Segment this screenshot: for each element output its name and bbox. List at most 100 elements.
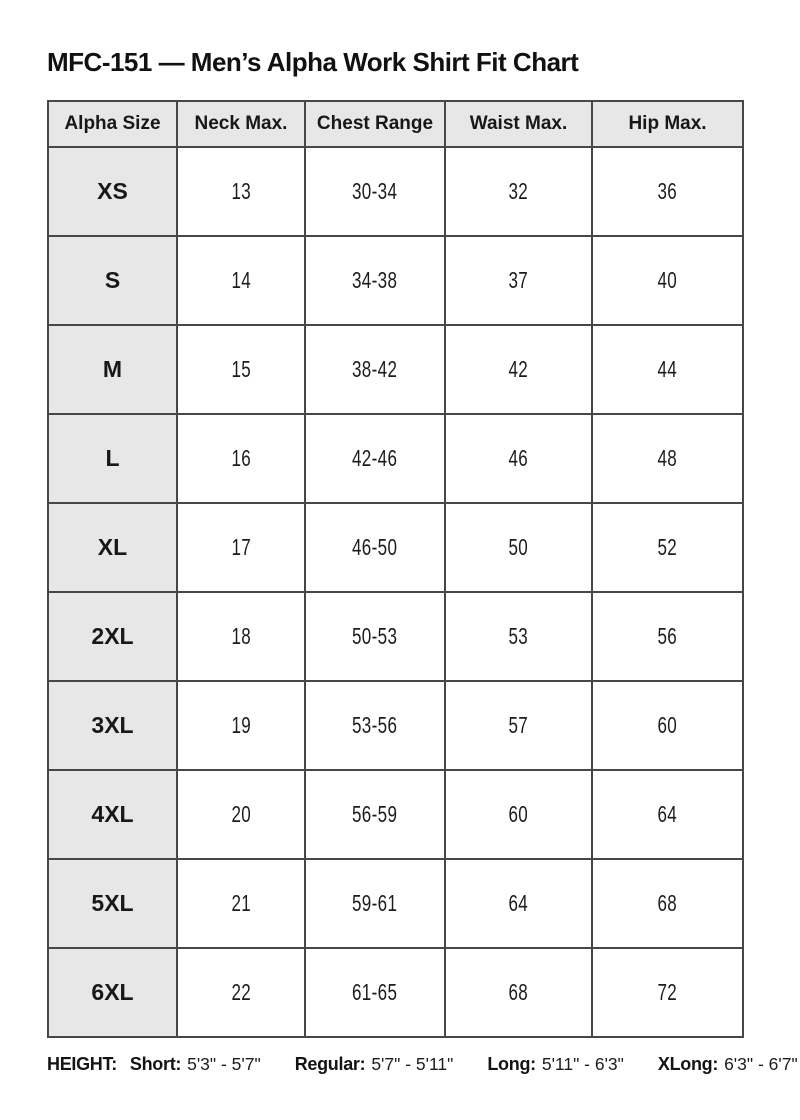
- height-entry-short: Short: 5'3" - 5'7": [130, 1054, 261, 1075]
- chest-cell: 34-38: [304, 235, 446, 327]
- chest-cell: 59-61: [304, 858, 446, 950]
- table-row: 5XL 21 59-61 64 68: [47, 858, 744, 950]
- chest-cell: 38-42: [304, 324, 446, 416]
- height-entry-value: 5'11" - 6'3": [541, 1054, 624, 1075]
- hip-cell: 48: [591, 413, 744, 505]
- chest-cell: 61-65: [304, 947, 446, 1039]
- waist-cell: 37: [444, 235, 593, 327]
- height-entry-value: 5'7" - 5'11": [371, 1054, 454, 1075]
- measurement-value: 42-46: [352, 445, 398, 472]
- size-label: 4XL: [91, 801, 134, 828]
- size-label: 2XL: [91, 623, 134, 650]
- waist-cell: 68: [444, 947, 593, 1039]
- measurement-value: 68: [508, 979, 529, 1006]
- table-row: 2XL 18 50-53 53 56: [47, 591, 744, 683]
- measurement-value: 30-34: [352, 178, 398, 205]
- height-entry-xlong: XLong: 6'3" - 6'7": [658, 1054, 798, 1075]
- measurement-value: 53-56: [352, 712, 398, 739]
- chest-cell: 53-56: [304, 680, 446, 772]
- waist-cell: 60: [444, 769, 593, 861]
- neck-cell: 19: [176, 680, 306, 772]
- alpha-size-cell: 5XL: [47, 858, 178, 950]
- table-row: S 14 34-38 37 40: [47, 235, 744, 327]
- table-row: 6XL 22 61-65 68 72: [47, 947, 744, 1039]
- size-label: S: [104, 267, 121, 294]
- table-row: XS 13 30-34 32 36: [47, 146, 744, 238]
- height-entry-label: Long:: [487, 1054, 536, 1075]
- hip-cell: 36: [591, 146, 744, 238]
- alpha-size-cell: M: [47, 324, 178, 416]
- measurement-value: 50-53: [352, 623, 398, 650]
- neck-cell: 17: [176, 502, 306, 594]
- measurement-value: 72: [657, 979, 678, 1006]
- measurement-value: 20: [231, 801, 251, 828]
- alpha-size-cell: L: [47, 413, 178, 505]
- height-entry-long: Long: 5'11" - 6'3": [487, 1054, 624, 1075]
- height-entry-label: Regular:: [294, 1054, 366, 1075]
- measurement-value: 61-65: [352, 979, 398, 1006]
- measurement-value: 40: [657, 267, 678, 294]
- measurement-value: 44: [657, 356, 678, 383]
- measurement-value: 46: [508, 445, 529, 472]
- hip-cell: 56: [591, 591, 744, 683]
- measurement-value: 46-50: [352, 534, 398, 561]
- measurement-value: 52: [657, 534, 678, 561]
- measurement-value: 56: [657, 623, 678, 650]
- chest-cell: 56-59: [304, 769, 446, 861]
- waist-cell: 46: [444, 413, 593, 505]
- size-label: M: [102, 356, 123, 383]
- measurement-value: 50: [508, 534, 529, 561]
- height-entry-label: XLong:: [657, 1054, 719, 1075]
- header-hip-max: Hip Max.: [591, 100, 744, 149]
- waist-cell: 32: [444, 146, 593, 238]
- chest-cell: 50-53: [304, 591, 446, 683]
- page-title: MFC-151 — Men’s Alpha Work Shirt Fit Cha…: [47, 47, 579, 77]
- hip-cell: 40: [591, 235, 744, 327]
- measurement-value: 22: [231, 979, 251, 1006]
- header-waist-max: Waist Max.: [444, 100, 593, 149]
- chest-cell: 30-34: [304, 146, 446, 238]
- size-label: XS: [97, 178, 128, 205]
- measurement-value: 18: [231, 623, 251, 650]
- measurement-value: 60: [657, 712, 678, 739]
- alpha-size-cell: XL: [47, 502, 178, 594]
- waist-cell: 64: [444, 858, 593, 950]
- hip-cell: 68: [591, 858, 744, 950]
- neck-cell: 15: [176, 324, 306, 416]
- neck-cell: 14: [176, 235, 306, 327]
- measurement-value: 64: [657, 801, 678, 828]
- measurement-value: 57: [508, 712, 529, 739]
- table-row: XL 17 46-50 50 52: [47, 502, 744, 594]
- hip-cell: 52: [591, 502, 744, 594]
- chest-cell: 46-50: [304, 502, 446, 594]
- measurement-value: 15: [231, 356, 251, 383]
- header-row: Alpha Size Neck Max. Chest Range Waist M…: [47, 100, 744, 149]
- height-legend: HEIGHT: Short: 5'3" - 5'7" Regular: 5'7"…: [47, 1054, 798, 1075]
- size-label: 6XL: [91, 979, 134, 1006]
- measurement-value: 13: [231, 178, 251, 205]
- hip-cell: 44: [591, 324, 744, 416]
- measurement-value: 19: [231, 712, 251, 739]
- hip-cell: 60: [591, 680, 744, 772]
- header-neck-max: Neck Max.: [176, 100, 306, 149]
- table-row: 3XL 19 53-56 57 60: [47, 680, 744, 772]
- table-header: Alpha Size Neck Max. Chest Range Waist M…: [47, 100, 744, 149]
- height-label: HEIGHT:: [47, 1054, 117, 1075]
- fit-table-body: XS 13 30-34 32 36 S 14 34-38 37 40 M 15 38-42 42 44 L 16…: [47, 146, 744, 1039]
- measurement-value: 37: [508, 267, 529, 294]
- neck-cell: 21: [176, 858, 306, 950]
- chest-cell: 42-46: [304, 413, 446, 505]
- neck-cell: 16: [176, 413, 306, 505]
- alpha-size-cell: 2XL: [47, 591, 178, 683]
- measurement-value: 21: [231, 890, 251, 917]
- measurement-value: 14: [231, 267, 251, 294]
- size-label: L: [105, 445, 120, 472]
- measurement-value: 53: [508, 623, 529, 650]
- measurement-value: 48: [657, 445, 678, 472]
- fit-chart-table: Alpha Size Neck Max. Chest Range Waist M…: [47, 100, 744, 1039]
- size-label: 3XL: [91, 712, 134, 739]
- measurement-value: 34-38: [352, 267, 398, 294]
- neck-cell: 20: [176, 769, 306, 861]
- alpha-size-cell: 3XL: [47, 680, 178, 772]
